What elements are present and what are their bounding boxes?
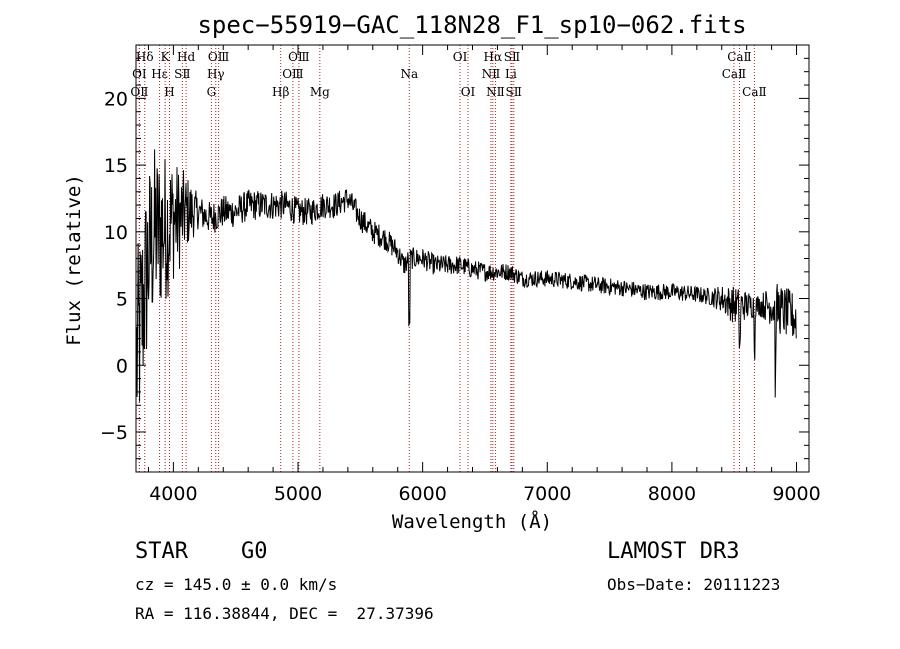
- spectral-line-label: Hα: [484, 50, 503, 64]
- spectral-line-label: SⅡ: [506, 85, 522, 99]
- spectral-line-label: Mg: [310, 85, 330, 99]
- spectral-line-label: OⅠ: [461, 85, 476, 99]
- x-axis-label: Wavelength (Å): [392, 510, 552, 533]
- spectral-line-label: H: [164, 85, 174, 99]
- spectral-line-label: Hδ: [136, 50, 154, 64]
- observation-date: Obs−Date: 20111223: [607, 575, 781, 594]
- y-tick-label: 15: [104, 155, 128, 177]
- spectral-line-label: Hβ: [272, 85, 289, 99]
- y-tick-label: 5: [116, 289, 128, 311]
- spectral-line-label: NⅡ: [482, 67, 501, 81]
- spectral-line-label: CaⅡ: [742, 85, 767, 99]
- x-tick-label: 9000: [772, 483, 820, 505]
- x-tick-label: 7000: [523, 483, 571, 505]
- plot-frame: [135, 44, 810, 473]
- y-tick-label: 20: [104, 88, 128, 110]
- spectral-line-label: K: [161, 50, 171, 64]
- spectral-line-label: Hγ: [207, 67, 225, 81]
- spectral-line-label: OⅡ: [130, 85, 148, 99]
- x-axis-ticks: 4000 5000 6000 7000 8000 9000: [147, 45, 821, 505]
- coordinates: RA = 116.38844, DEC = 27.37396: [135, 604, 434, 623]
- object-class: STAR: [135, 539, 188, 564]
- x-tick-label: 4000: [149, 483, 197, 505]
- spectral-line-label: OⅢ: [208, 50, 229, 64]
- spectral-line-label: NⅡ: [486, 85, 505, 99]
- survey-name: LAMOST DR3: [607, 539, 740, 564]
- y-axis-ticks: −5 0 5 10 15 20: [100, 57, 809, 460]
- spectral-line-label: SⅡ: [174, 67, 190, 81]
- spectral-line-label: OⅠ: [132, 67, 147, 81]
- subclass: G0: [241, 539, 268, 564]
- spectral-line-label: Na: [400, 67, 418, 81]
- spectral-line-label: SⅡ: [504, 50, 520, 64]
- chart-title: spec−55919−GAC_118N28_F1_sp10−062.fits: [197, 11, 746, 39]
- spectral-line-label: OⅠ: [453, 50, 468, 64]
- flux-series-line: [136, 149, 797, 402]
- spectral-line-label: OⅢ: [288, 50, 309, 64]
- y-tick-label: 10: [104, 222, 128, 244]
- spectral-line-label: CaⅡ: [727, 50, 752, 64]
- spectral-line-label: G: [207, 85, 217, 99]
- y-tick-label: 0: [116, 355, 128, 377]
- y-axis-label: Flux (relative): [63, 174, 85, 346]
- redshift-value: cz = 145.0 ± 0.0 km/s: [135, 575, 338, 594]
- spectral-line-label: Li: [505, 67, 517, 81]
- x-tick-label: 8000: [648, 483, 696, 505]
- x-tick-label: 6000: [398, 483, 446, 505]
- spectral-line-label: Hε: [151, 67, 168, 81]
- spectral-line-label: Hd: [177, 50, 195, 64]
- y-tick-label: −5: [100, 422, 128, 444]
- spectral-line-label: CaⅡ: [722, 67, 747, 81]
- spectral-line-markers: [138, 45, 755, 472]
- spectral-line-label: OⅢ: [282, 67, 303, 81]
- x-tick-label: 5000: [274, 483, 322, 505]
